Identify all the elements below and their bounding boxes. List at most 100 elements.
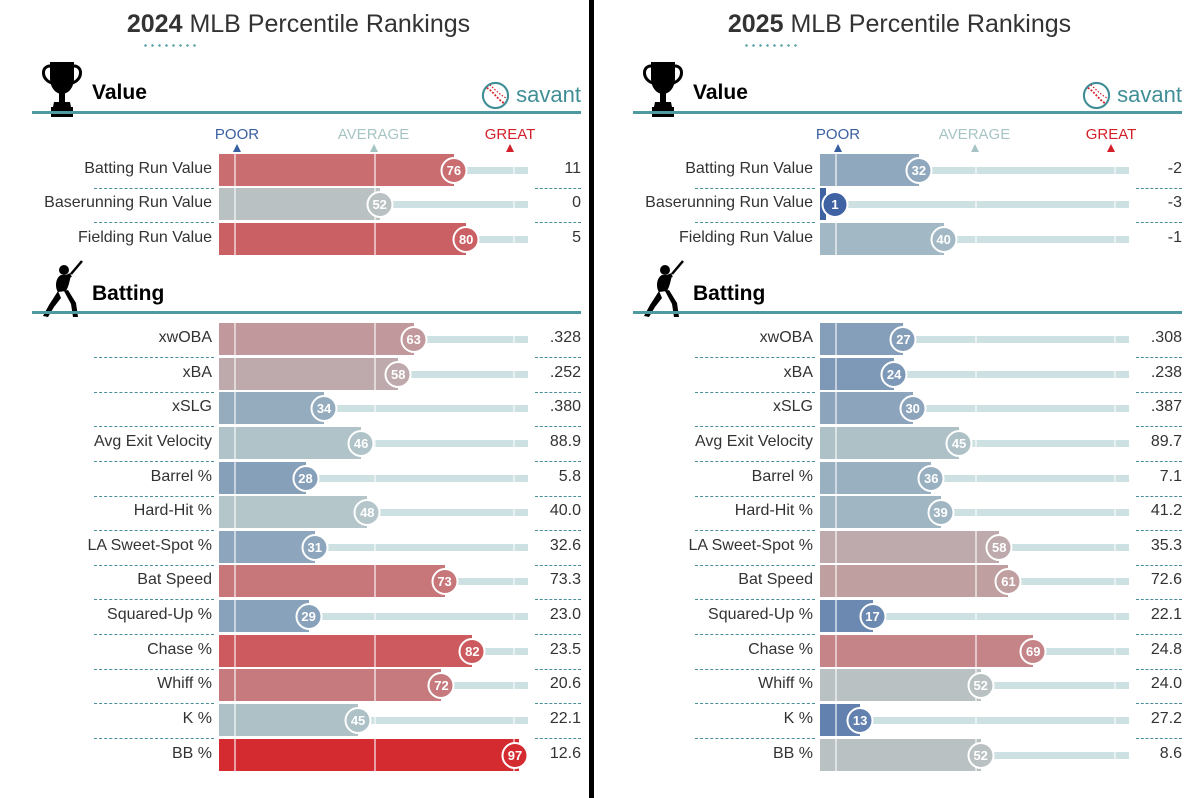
row-separator [695, 565, 815, 566]
percentile-circle: 52 [967, 672, 995, 699]
metric-row: Whiff % 72 20.6 [16, 669, 581, 701]
bar-gridline [512, 496, 515, 528]
metric-value: 5.8 [558, 468, 581, 485]
scale-marker-great [506, 144, 514, 152]
percentile-bar [219, 496, 368, 528]
panel-divider [589, 0, 594, 798]
percentile-circle: 63 [400, 326, 428, 353]
scale-label-average: AVERAGE [337, 126, 410, 143]
percentile-circle: 1 [821, 191, 849, 218]
row-separator [695, 634, 815, 635]
percentile-bar [219, 462, 306, 494]
metric-label: Fielding Run Value [77, 229, 212, 246]
baseball-icon [481, 81, 510, 110]
bar-gridline [974, 462, 977, 494]
metric-value: 0 [572, 194, 581, 211]
row-separator [1136, 222, 1182, 223]
metric-row: Hard-Hit % 48 40.0 [16, 496, 581, 528]
metric-row: xBA 24 .238 [617, 358, 1182, 390]
trophy-icon [641, 60, 685, 118]
bar-gridline [373, 565, 376, 597]
bar-gridline [234, 704, 237, 736]
metric-row: xwOBA 27 .308 [617, 323, 1182, 355]
bar-gridline [234, 223, 237, 255]
row-separator [1136, 669, 1182, 670]
percentile-circle: 48 [353, 499, 381, 526]
bar-gridline [234, 496, 237, 528]
metric-label: xwOBA [158, 329, 212, 346]
bar-gridline [1113, 669, 1116, 701]
row-separator [94, 222, 214, 223]
metric-row: xSLG 34 .380 [16, 392, 581, 424]
metric-value: .328 [549, 329, 581, 346]
metric-label: Barrel % [751, 468, 813, 485]
bar-gridline [373, 323, 376, 355]
percentile-circle: 29 [295, 603, 323, 630]
trophy-icon [40, 60, 84, 118]
metric-label: Whiff % [758, 675, 813, 692]
row-separator [695, 426, 815, 427]
metric-row: Avg Exit Velocity 45 89.7 [617, 427, 1182, 459]
metric-row: Bat Speed 61 72.6 [617, 565, 1182, 597]
row-separator [1136, 738, 1182, 739]
percentile-bar [820, 323, 904, 355]
scale-marker-poor [834, 144, 842, 152]
percentile-bar [219, 635, 473, 667]
panel-title-year: 2024 [126, 10, 183, 38]
metric-row: xSLG 30 .387 [617, 392, 1182, 424]
row-separator [695, 669, 815, 670]
panel-title: 2025 MLB Percentile Rankings [617, 10, 1182, 39]
batter-icon [40, 260, 84, 318]
metric-row: LA Sweet-Spot % 31 32.6 [16, 531, 581, 563]
bar-gridline [974, 704, 977, 736]
row-separator [695, 188, 815, 189]
row-separator [1136, 634, 1182, 635]
savant-logo-text: savant [516, 82, 581, 107]
bar-gridline [373, 154, 376, 186]
scale-label-average: AVERAGE [938, 126, 1011, 143]
section-divider [32, 111, 581, 114]
percentile-bar [820, 669, 981, 701]
bar-gridline [512, 462, 515, 494]
metric-row: Bat Speed 73 73.3 [16, 565, 581, 597]
metric-row: K % 13 27.2 [617, 704, 1182, 736]
scale-label-poor: POOR [815, 126, 861, 143]
section-divider [633, 311, 1182, 314]
metric-value: .308 [1150, 329, 1182, 346]
metric-value: 89.7 [1150, 433, 1182, 450]
row-separator [94, 461, 214, 462]
bar-gridline [1113, 427, 1116, 459]
panel-title: 2024 MLB Percentile Rankings [16, 10, 581, 39]
metric-value: .252 [549, 364, 581, 381]
percentile-bar [219, 739, 519, 771]
panel-title-text: MLB Percentile Rankings [189, 10, 471, 38]
bar-gridline [835, 531, 838, 563]
scale-marker-average [970, 144, 979, 152]
metric-label: Batting Run Value [84, 160, 212, 177]
metric-label: Fielding Run Value [678, 229, 813, 246]
percentile-circle: 61 [994, 568, 1022, 595]
metric-row: Squared-Up % 29 23.0 [16, 600, 581, 632]
percentile-circle: 58 [985, 534, 1013, 561]
metric-label: Bat Speed [738, 571, 813, 588]
percentile-circle: 24 [880, 361, 908, 388]
row-separator [535, 634, 581, 635]
bar-gridline [512, 154, 515, 186]
bar-gridline [512, 323, 515, 355]
metric-value: 12.6 [549, 745, 581, 762]
row-separator [94, 634, 214, 635]
percentile-circle: 76 [440, 157, 468, 184]
batter-icon [641, 260, 685, 318]
bar-gridline [234, 739, 237, 771]
row-separator [535, 738, 581, 739]
metric-row: Whiff % 52 24.0 [617, 669, 1182, 701]
metric-label: Chase % [748, 641, 813, 658]
bar-gridline [974, 635, 977, 667]
percentile-bar [820, 531, 1000, 563]
metric-value: 24.8 [1150, 641, 1182, 658]
bar-gridline [835, 427, 838, 459]
row-separator [535, 669, 581, 670]
percentile-circle: 13 [846, 707, 874, 734]
row-separator [535, 565, 581, 566]
bar-gridline [974, 531, 977, 563]
